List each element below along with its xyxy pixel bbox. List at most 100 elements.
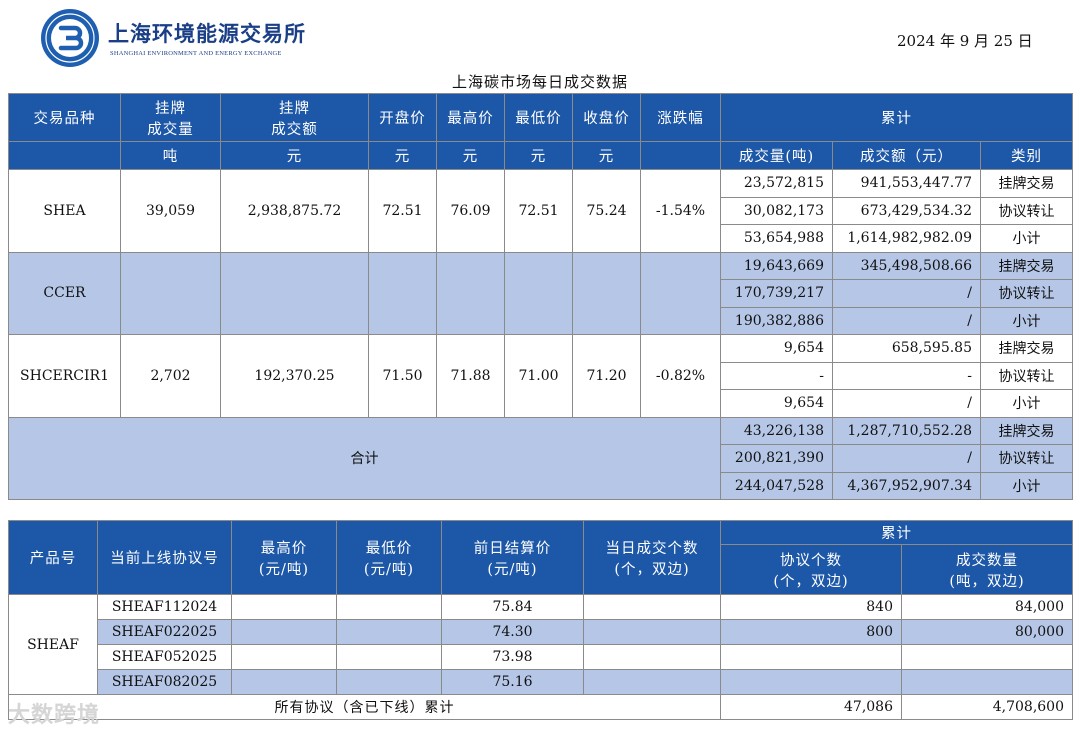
unit-close: 元 (572, 141, 641, 170)
low-cell: 71.00 (504, 334, 573, 418)
table-row: 170,739,217 / 协议转让 (9, 279, 1074, 308)
org-name-en: SHANGHAI ENVIRONMENT AND ENERGY EXCHANGE (110, 50, 282, 57)
low-cell (336, 644, 442, 670)
cum-amount-cell: 941,553,447.77 (832, 169, 981, 198)
table-row: SHCERCIR1 2,702 192,370.25 71.50 71.88 7… (8, 334, 1074, 418)
unit-amount: 元 (220, 141, 369, 170)
low-cell (336, 594, 442, 620)
cum-type-cell: 小计 (979, 306, 1074, 335)
cum-qty-cell: 4,708,600 (901, 694, 1073, 720)
change-cell (640, 251, 721, 335)
unit-cum-type: 类别 (979, 141, 1074, 170)
cum-count-cell (720, 644, 902, 670)
high-cell (231, 644, 337, 670)
cum-amount-cell: 673,429,534.32 (832, 196, 981, 225)
close-cell: 75.24 (572, 169, 641, 253)
high-cell (231, 594, 337, 620)
unit-low: 元 (504, 141, 573, 170)
contract-cell: SHEAF082025 (97, 669, 232, 695)
cum-count-cell (720, 669, 902, 695)
col-close: 收盘价 (572, 93, 641, 142)
cum-volume-cell: 200,821,390 (720, 444, 833, 473)
table-row: 53,654,988 1,614,982,982.09 小计 (9, 224, 1074, 253)
contract-cell: SHEAF112024 (97, 594, 232, 620)
cum-type-cell: 挂牌交易 (979, 251, 1074, 280)
cum-type-cell: 协议转让 (979, 279, 1074, 308)
high-cell (231, 669, 337, 695)
amount-cell: 2,938,875.72 (220, 169, 369, 253)
unit-row: 吨 元 元 元 元 元 成交量(吨) 成交额（元） 类别 (8, 141, 1074, 170)
high-cell: 71.88 (436, 334, 505, 418)
cum-volume-cell: 43,226,138 (720, 416, 833, 445)
low-cell (504, 251, 573, 335)
cum-volume-cell: - (720, 361, 833, 390)
amount-cell (220, 251, 369, 335)
cum-qty-cell: 80,000 (901, 619, 1073, 645)
cum-amount-cell: 345,498,508.66 (832, 251, 981, 280)
low-cell (336, 619, 442, 645)
unit-empty (8, 141, 121, 170)
cum-amount-cell: / (832, 444, 981, 473)
cum-volume-cell: 190,382,886 (720, 306, 833, 335)
cum-count-cell: 840 (720, 594, 902, 620)
cum-type-cell: 协议转让 (979, 361, 1074, 390)
col-high: 最高价 (436, 93, 505, 142)
forward-contract-table: 产品号 当前上线协议号 最高价 (元/吨) 最低价 (元/吨) 前日结算价 (元/吨)… (8, 520, 1073, 720)
volume-cell (120, 251, 221, 335)
high-cell (436, 251, 505, 335)
high-cell (231, 619, 337, 645)
cum-volume-cell: 19,643,669 (720, 251, 833, 280)
col-high: 最高价 (元/吨) (231, 520, 337, 595)
total-row: 244,047,528 4,367,952,907.34 小计 (9, 471, 1074, 500)
col-low: 最低价 (元/吨) (336, 520, 442, 595)
col-cum-count: 协议个数 (个，双边) (720, 544, 902, 595)
settle-cell: 75.84 (441, 594, 584, 620)
table-row: - - 协议转让 (9, 361, 1074, 390)
cum-volume-cell: 53,654,988 (720, 224, 833, 253)
col-cum-qty: 成交数量 (吨，双边) (901, 544, 1073, 595)
cum-count-cell: 800 (720, 619, 902, 645)
product-cell: SHEAF (8, 594, 98, 695)
count-cell (583, 619, 721, 645)
col-change: 涨跌幅 (640, 93, 721, 142)
table-row: SHEAF082025 75.16 (9, 669, 1073, 695)
low-cell (336, 669, 442, 695)
settle-cell: 73.98 (441, 644, 584, 670)
unit-change (640, 141, 721, 170)
table-row: SHEAF SHEAF112024 75.84 840 84,000 (8, 594, 1073, 695)
col-settle: 前日结算价 (元/吨) (441, 520, 584, 595)
cum-amount-cell: 4,367,952,907.34 (832, 471, 981, 500)
unit-high: 元 (436, 141, 505, 170)
cum-qty-cell: 84,000 (901, 594, 1073, 620)
col-cumulative: 累计 (720, 520, 1073, 545)
table-row: SHEAF052025 73.98 (9, 644, 1073, 670)
org-name-cn: 上海环境能源交易所 (108, 21, 306, 46)
cum-amount-cell: / (832, 389, 981, 418)
col-product: 交易品种 (8, 93, 121, 142)
cum-amount-cell: / (832, 306, 981, 335)
cum-volume-cell: 244,047,528 (720, 471, 833, 500)
col-cumulative: 累计 (719, 93, 1074, 142)
total-label: 合计 (8, 416, 721, 500)
cum-amount-cell: 1,287,710,552.28 (832, 416, 981, 445)
page-header: 上海环境能源交易所 SHANGHAI ENVIRONMENT AND ENERG… (0, 0, 1080, 91)
exchange-logo (41, 9, 99, 67)
unit-cum-amount: 成交额（元） (832, 141, 981, 170)
volume-cell: 2,702 (120, 334, 221, 418)
close-cell (572, 251, 641, 335)
settle-cell: 74.30 (441, 619, 584, 645)
col-low: 最低价 (504, 93, 573, 142)
table-row: 30,082,173 673,429,534.32 协议转让 (9, 196, 1074, 225)
high-cell: 76.09 (436, 169, 505, 253)
cum-type-cell: 协议转让 (979, 196, 1074, 225)
col-listed-amount: 挂牌 成交额 (220, 93, 369, 142)
watermark: 大数跨境 (8, 703, 101, 728)
open-cell (368, 251, 437, 335)
cum-qty-cell (901, 644, 1073, 670)
header-row: 协议个数 (个，双边) 成交数量 (吨，双边) (9, 544, 1073, 595)
count-cell (583, 644, 721, 670)
change-cell: -0.82% (640, 334, 721, 418)
header-row: 产品号 当前上线协议号 最高价 (元/吨) 最低价 (元/吨) 前日结算价 (元/吨)… (8, 520, 1073, 595)
total-row: 所有协议（含已下线）累计 47,086 4,708,600 (8, 694, 1073, 720)
contract-cell: SHEAF052025 (97, 644, 232, 670)
